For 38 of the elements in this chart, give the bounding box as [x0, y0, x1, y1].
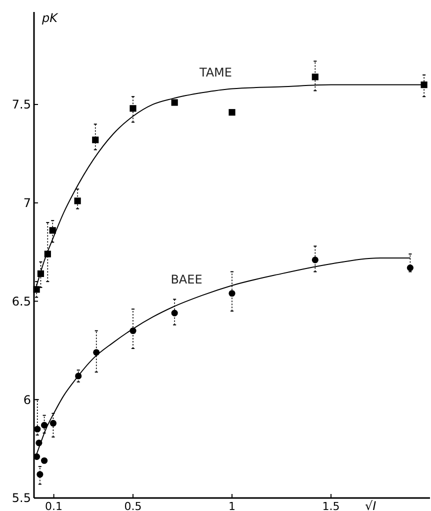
- point: [130, 105, 136, 112]
- point: [130, 327, 136, 334]
- point: [74, 198, 81, 204]
- series-label: BAEE: [170, 272, 202, 286]
- y-axis-title: pK: [41, 11, 59, 25]
- x-tick-label: 1.5: [322, 500, 340, 511]
- y-tick-label: 6.5: [12, 294, 31, 308]
- x-tick-label: 0.1: [45, 500, 63, 511]
- point: [36, 440, 42, 446]
- point: [34, 426, 41, 432]
- point: [36, 471, 44, 478]
- point: [33, 453, 40, 460]
- point: [171, 310, 178, 316]
- y-tick-label: 6: [23, 392, 31, 407]
- point: [420, 82, 428, 88]
- y-tick-label: 5.5: [12, 491, 31, 506]
- point: [33, 286, 40, 293]
- x-axis-title: √I: [365, 499, 377, 511]
- point: [228, 109, 236, 116]
- point: [75, 372, 82, 380]
- x-tick-label: 1: [228, 500, 236, 511]
- point: [40, 457, 48, 464]
- point: [92, 136, 99, 144]
- y-tick-label: 7: [23, 196, 31, 210]
- point: [406, 264, 414, 272]
- point: [312, 256, 318, 264]
- point: [44, 250, 51, 258]
- point: [50, 420, 57, 427]
- point: [37, 270, 44, 277]
- point: [228, 290, 236, 297]
- point: [171, 99, 178, 106]
- x-tick-label: 0.5: [124, 500, 142, 511]
- point: [40, 422, 48, 428]
- series-label: TAME: [198, 66, 232, 80]
- point: [93, 349, 100, 356]
- point: [49, 227, 56, 234]
- point: [312, 74, 318, 80]
- y-tick-label: 7.5: [12, 98, 31, 112]
